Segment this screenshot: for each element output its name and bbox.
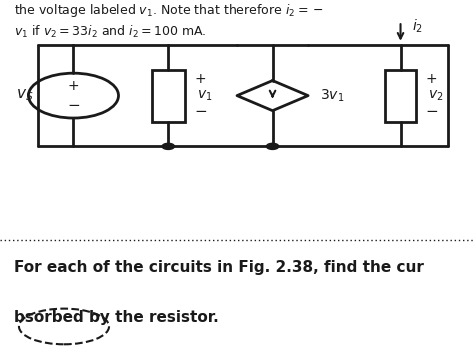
Text: $\mathit{v}_2$: $\mathit{v}_2$ xyxy=(428,88,443,103)
Text: +: + xyxy=(425,72,437,86)
Text: $3\mathit{v}_1$: $3\mathit{v}_1$ xyxy=(320,87,344,104)
Text: +: + xyxy=(68,79,79,93)
Text: −: − xyxy=(425,104,438,119)
Circle shape xyxy=(162,143,174,149)
Text: −: − xyxy=(194,104,207,119)
Text: For each of the circuits in Fig. 2.38, find the cur: For each of the circuits in Fig. 2.38, f… xyxy=(14,260,424,275)
Text: $\mathit{v}_1$ if $\mathit{v}_2 = 33\mathit{i}_2$ and $\mathit{i}_2 = 100$ mA.: $\mathit{v}_1$ if $\mathit{v}_2 = 33\mat… xyxy=(14,23,207,40)
Bar xyxy=(152,70,185,121)
Text: $\mathit{v}_1$: $\mathit{v}_1$ xyxy=(197,88,212,103)
Text: +: + xyxy=(194,72,206,86)
Text: $\mathit{i}_2$: $\mathit{i}_2$ xyxy=(412,17,423,35)
Text: bsorbed by the resistor.: bsorbed by the resistor. xyxy=(14,310,219,325)
Text: −: − xyxy=(67,98,80,113)
Circle shape xyxy=(266,143,279,149)
Bar xyxy=(385,70,416,121)
Text: $\mathit{v}_S$: $\mathit{v}_S$ xyxy=(16,88,33,103)
Text: the voltage labeled $\mathit{v}_1$. Note that therefore $\mathit{i}_2 = -$: the voltage labeled $\mathit{v}_1$. Note… xyxy=(14,2,324,20)
